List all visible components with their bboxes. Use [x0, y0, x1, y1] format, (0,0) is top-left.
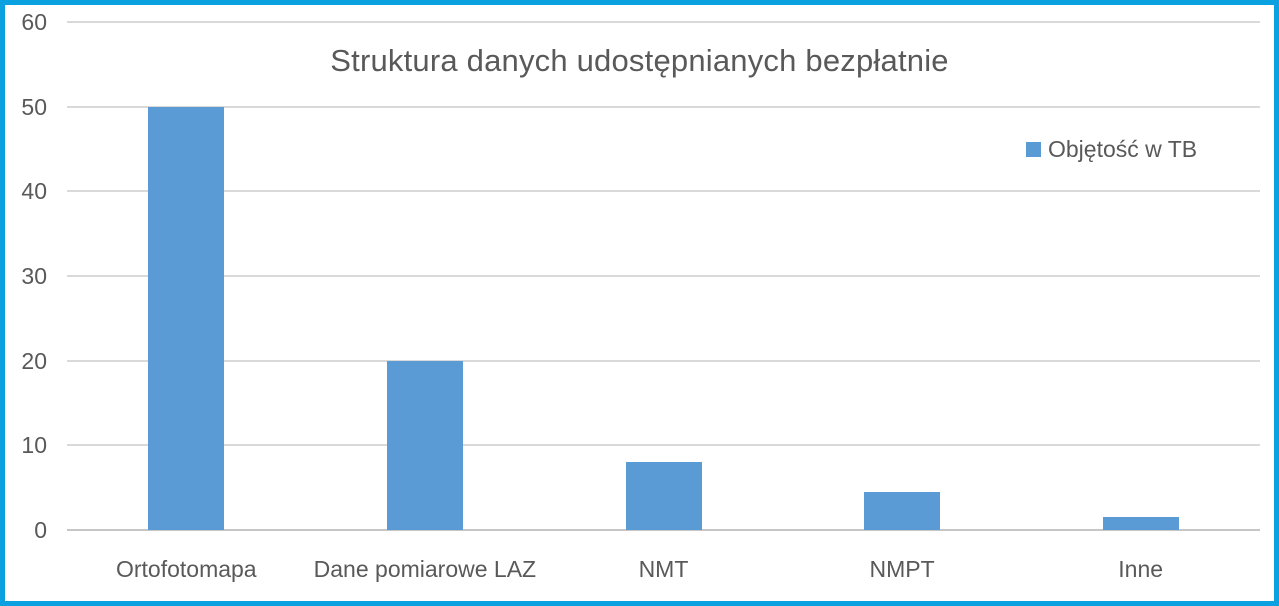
x-label-inne: Inne — [1118, 556, 1164, 582]
x-label-nmpt: NMPT — [869, 556, 935, 582]
legend: Objętość w TB — [1026, 135, 1197, 163]
gridline-20 — [67, 359, 1260, 362]
y-tick-label-30: 30 — [21, 263, 47, 289]
bar-ortofotomapa — [148, 106, 225, 530]
legend-swatch-icon — [1026, 141, 1041, 157]
y-tick-label-10: 10 — [21, 432, 47, 459]
legend-label: Objętość w TB — [1048, 135, 1198, 162]
y-tick-label-20: 20 — [21, 347, 47, 374]
bar-nmpt — [864, 491, 941, 530]
y-tick-label-0: 0 — [34, 517, 47, 543]
x-axis-line — [67, 529, 1260, 531]
x-label-dane-pomiarowe-laz: Dane pomiarowe LAZ — [313, 556, 537, 582]
bar-inne — [1102, 517, 1179, 530]
y-tick-label-50: 50 — [21, 93, 47, 120]
chart-title: Struktura danych udostępnianych bezpłatn… — [330, 43, 949, 78]
gridline-40 — [67, 190, 1260, 193]
y-tick-label-60: 60 — [21, 9, 47, 35]
gridline-50 — [67, 105, 1260, 108]
gridline-60 — [67, 21, 1260, 23]
gridline-30 — [67, 275, 1260, 277]
x-label-nmt: NMT — [638, 556, 689, 582]
x-label-ortofotomapa: Ortofotomapa — [115, 556, 257, 582]
bar-nmt — [625, 462, 702, 530]
y-tick-label-40: 40 — [21, 178, 47, 205]
gridline-10 — [67, 444, 1260, 447]
bar-dane-pomiarowe-laz — [386, 360, 463, 530]
